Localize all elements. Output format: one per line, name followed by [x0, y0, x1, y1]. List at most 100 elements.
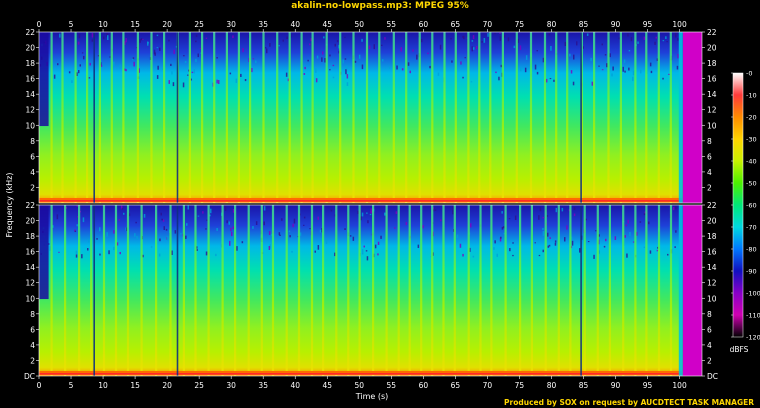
- noise-speck: [78, 33, 81, 39]
- transient-column: [529, 32, 533, 203]
- noise-speck: [79, 210, 81, 213]
- transient-column: [453, 205, 456, 376]
- x-tick-label-top: 45: [322, 20, 332, 29]
- noise-speck: [289, 235, 291, 238]
- transient-column: [98, 32, 101, 203]
- noise-speck: [674, 246, 676, 248]
- noise-speck: [476, 46, 478, 50]
- noise-speck: [598, 65, 600, 67]
- noise-speck: [643, 246, 646, 248]
- noise-speck: [571, 240, 574, 246]
- noise-speck: [228, 221, 230, 225]
- transient-column: [385, 205, 388, 376]
- noise-speck: [460, 61, 462, 65]
- transient-column: [188, 32, 191, 203]
- noise-speck: [573, 213, 576, 217]
- noise-speck: [139, 39, 141, 43]
- x-tick-label-bottom: 90: [611, 381, 621, 390]
- noise-speck: [282, 39, 284, 42]
- noise-speck: [113, 230, 115, 234]
- noise-speck: [450, 37, 452, 40]
- noise-speck: [180, 233, 182, 235]
- noise-speck: [400, 47, 402, 52]
- noise-speck: [429, 65, 431, 69]
- transient-column: [271, 205, 275, 376]
- noise-speck: [118, 219, 121, 221]
- noise-speck: [199, 48, 202, 49]
- noise-speck: [569, 53, 571, 57]
- colorbar-tick-label: -10: [746, 92, 757, 100]
- fade-in-region: [39, 32, 49, 127]
- noise-speck: [514, 215, 517, 220]
- noise-speck: [587, 241, 590, 243]
- noise-speck: [500, 64, 503, 68]
- noise-speck: [82, 217, 85, 223]
- colorbar-tick-label: -110: [746, 312, 760, 320]
- y-axis-label: Frequency (kHz): [5, 173, 14, 238]
- noise-speck: [462, 35, 464, 38]
- transient-column: [247, 205, 250, 376]
- noise-speck: [209, 214, 211, 217]
- noise-speck: [88, 239, 90, 243]
- noise-speck: [278, 45, 280, 47]
- spectrum-band: [39, 32, 683, 203]
- transient-column: [443, 32, 446, 203]
- transient-column: [622, 205, 625, 376]
- x-tick-label-top: 95: [643, 20, 653, 29]
- noise-speck: [77, 41, 80, 45]
- transient-column: [225, 32, 228, 203]
- transient-column: [285, 205, 288, 376]
- noise-speck: [470, 81, 473, 83]
- noise-speck: [140, 38, 143, 41]
- noise-speck: [286, 36, 288, 39]
- noise-speck: [195, 58, 197, 63]
- noise-speck: [380, 235, 382, 239]
- transient-column: [150, 32, 153, 203]
- transient-column: [515, 32, 518, 203]
- y-tick-label-right: 18: [707, 59, 717, 68]
- x-tick-label-top: 25: [194, 20, 204, 29]
- y-tick-label-right: 10: [707, 294, 717, 303]
- noise-speck: [263, 206, 266, 211]
- noise-speck: [202, 211, 204, 214]
- transient-column: [378, 32, 381, 203]
- noise-speck: [388, 66, 391, 69]
- transient-column: [126, 205, 130, 376]
- noise-speck: [196, 249, 198, 251]
- noise-speck: [135, 221, 137, 224]
- noise-speck: [346, 82, 349, 86]
- noise-speck: [439, 44, 442, 50]
- noise-speck: [123, 68, 126, 71]
- noise-speck: [667, 253, 669, 256]
- noise-speck: [487, 33, 489, 37]
- y-tick-label-right: 22: [707, 28, 717, 37]
- plot-frame: [38, 31, 703, 204]
- noise-speck: [358, 54, 361, 59]
- colorbar: [732, 72, 744, 338]
- noise-speck: [655, 36, 657, 39]
- noise-speck: [499, 36, 502, 41]
- noise-speck: [585, 218, 587, 221]
- y-tick-label-right: 22: [707, 201, 717, 210]
- noise-speck: [252, 58, 255, 60]
- noise-speck: [346, 74, 349, 79]
- noise-speck: [255, 221, 258, 225]
- noise-speck: [316, 55, 319, 59]
- noise-speck: [123, 212, 125, 215]
- transient-column: [335, 205, 338, 376]
- x-tick-label-top: 10: [98, 20, 108, 29]
- noise-speck: [611, 73, 613, 77]
- transient-column: [50, 32, 53, 203]
- noise-speck: [161, 218, 163, 221]
- noise-speck: [269, 43, 271, 47]
- noise-speck: [628, 67, 630, 71]
- colorbar-tick-label: -30: [746, 136, 757, 144]
- transient-column: [608, 205, 611, 376]
- y-tick-label-left: 8: [30, 310, 35, 319]
- noise-speck: [125, 227, 127, 231]
- transient-column: [221, 205, 224, 376]
- transient-column: [583, 205, 586, 376]
- noise-speck: [216, 79, 218, 84]
- noise-speck: [197, 215, 200, 217]
- transient-column: [619, 32, 622, 203]
